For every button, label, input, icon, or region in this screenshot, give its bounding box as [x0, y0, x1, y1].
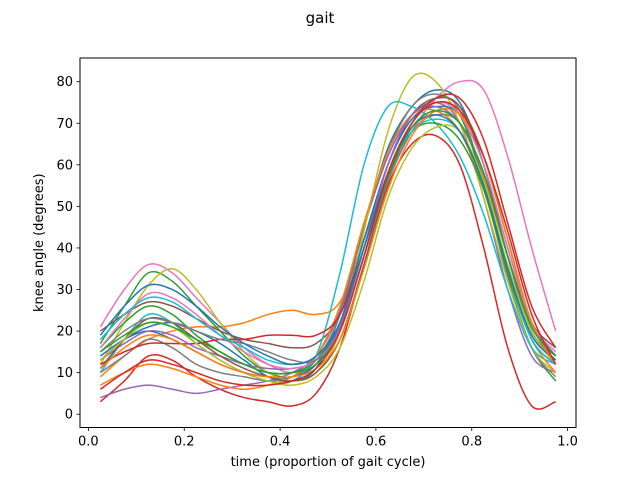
y-tick-label: 60 [56, 158, 73, 173]
y-tick-label: 40 [56, 241, 73, 256]
y-tick-label: 20 [56, 325, 73, 340]
y-tick-label: 80 [56, 75, 73, 90]
y-tick-label: 70 [56, 117, 73, 132]
x-axis-label: time (proportion of gait cycle) [231, 455, 426, 470]
x-tick-label: 0.4 [270, 435, 291, 450]
y-axis-ticks: 0 10 20 30 40 50 60 70 80 [56, 75, 80, 423]
y-tick-label: 0 [65, 408, 73, 423]
x-tick-label: 0.6 [366, 435, 387, 450]
x-tick-label: 0.8 [461, 435, 482, 450]
series-lines [99, 72, 557, 410]
series-line-14 [100, 93, 557, 365]
y-axis-label: knee angle (degrees) [32, 173, 47, 312]
x-tick-label: 0.0 [78, 435, 99, 450]
series-line-21 [99, 114, 557, 366]
series-line-10 [99, 100, 557, 384]
chart-title: gait [306, 9, 335, 27]
y-tick-label: 30 [56, 283, 73, 298]
plot-frame [79, 57, 577, 428]
series-line-24 [99, 100, 557, 390]
y-tick-label: 10 [56, 366, 73, 381]
y-tick-label: 50 [56, 200, 73, 215]
x-tick-label: 0.2 [174, 435, 195, 450]
x-axis-ticks: 0.0 0.2 0.4 0.6 0.8 1.0 [78, 427, 578, 450]
x-tick-label: 1.0 [557, 435, 578, 450]
